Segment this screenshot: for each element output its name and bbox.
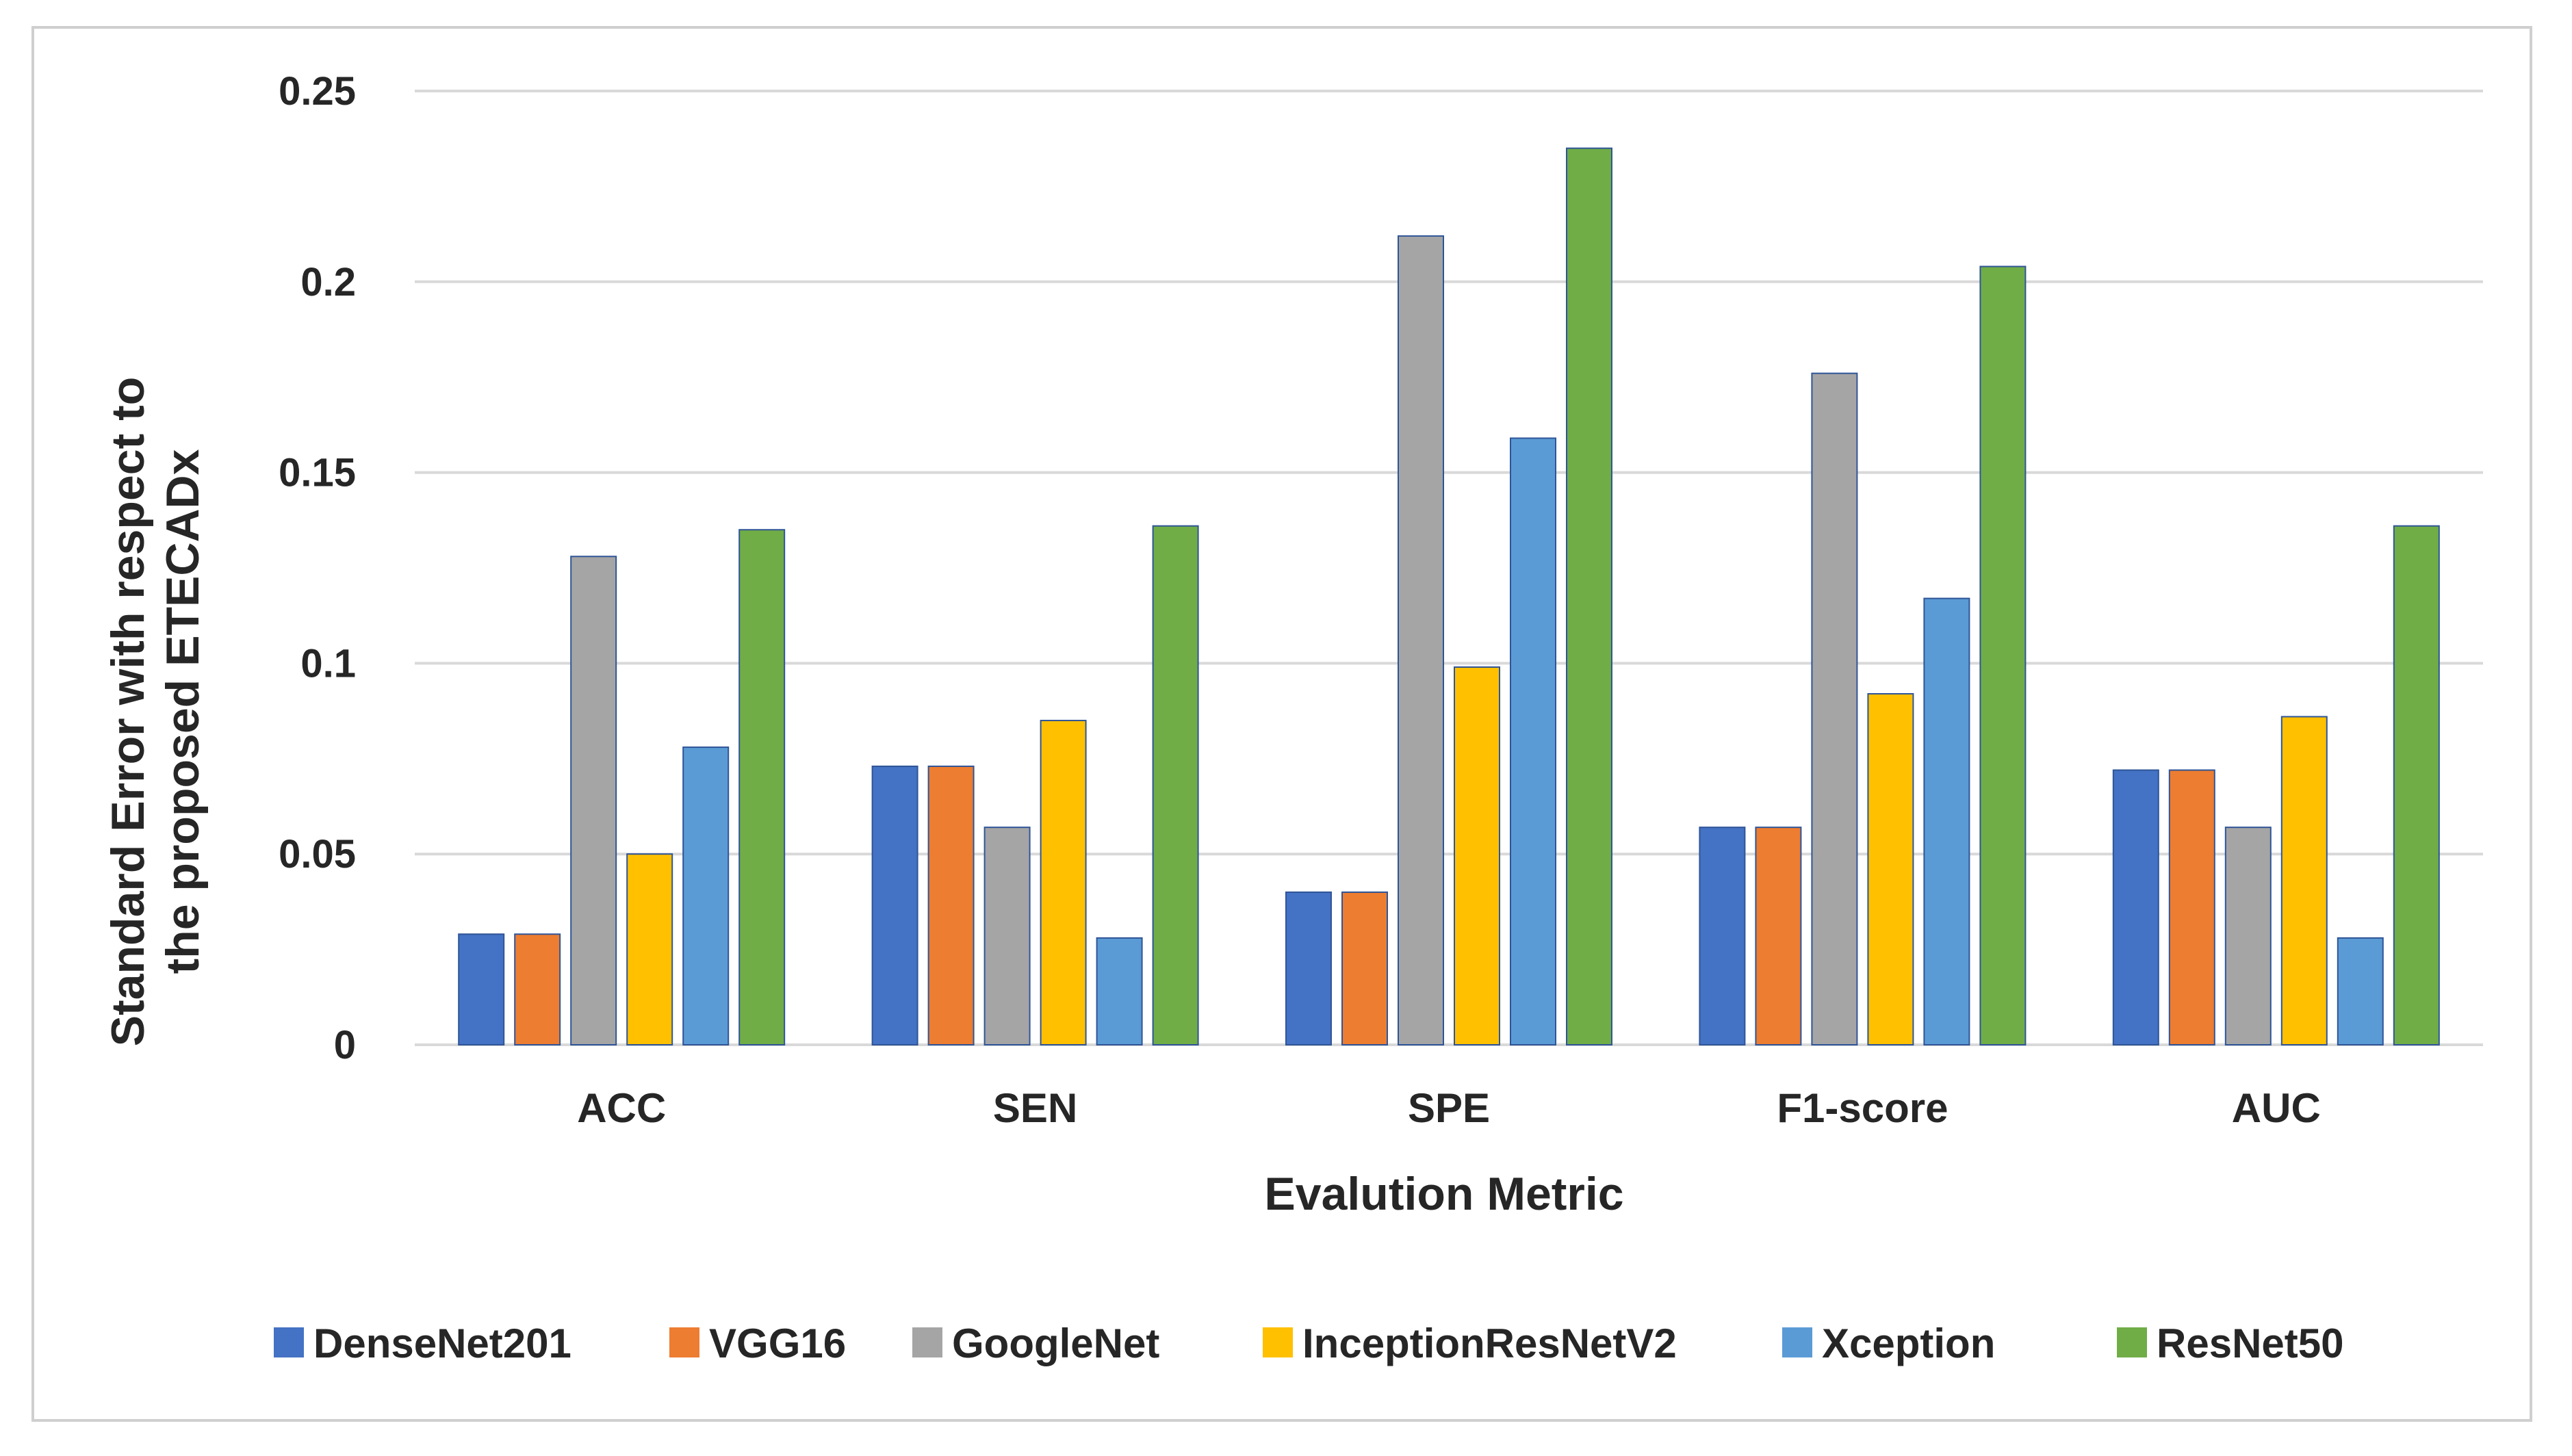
bar-inceptionresnetv2-acc	[626, 853, 673, 1045]
legend-swatch	[1263, 1327, 1293, 1357]
legend-label: DenseNet201	[313, 1321, 571, 1366]
x-category-label: F1-score	[1777, 1085, 1948, 1131]
legend-swatch	[669, 1327, 699, 1357]
bar-densenet201-acc	[458, 933, 505, 1046]
bar-inceptionresnetv2-f1-score	[1867, 693, 1914, 1045]
x-category-label: AUC	[2232, 1085, 2321, 1131]
bar-googlenet-f1-score	[1811, 372, 1858, 1045]
y-tick-label: 0.2	[300, 260, 356, 304]
legend-label: VGG16	[709, 1321, 846, 1366]
bar-resnet50-auc	[2393, 525, 2440, 1045]
bar-vgg16-spe	[1341, 891, 1388, 1045]
bars	[458, 147, 2440, 1046]
bar-resnet50-sen	[1152, 525, 1199, 1045]
x-category-label: SPE	[1408, 1085, 1490, 1131]
y-axis-title-line-1: Standard Error with respect to	[102, 377, 154, 1047]
legend-swatch	[2117, 1327, 2147, 1357]
bar-densenet201-sen	[871, 765, 918, 1046]
x-category-label: SEN	[993, 1085, 1077, 1131]
y-tick-label: 0.25	[279, 69, 356, 114]
bar-densenet201-spe	[1285, 891, 1332, 1045]
bar-googlenet-spe	[1398, 235, 1444, 1046]
y-tick-label: 0	[334, 1023, 356, 1067]
legend-label: InceptionResNetV2	[1302, 1321, 1677, 1366]
bar-vgg16-f1-score	[1755, 827, 1802, 1045]
bar-xception-f1-score	[1923, 597, 1970, 1045]
bar-resnet50-acc	[738, 529, 786, 1045]
bar-inceptionresnetv2-auc	[2280, 716, 2328, 1045]
bar-xception-acc	[682, 746, 730, 1046]
y-tick-label: 0.15	[279, 451, 356, 495]
bar-densenet201-f1-score	[1699, 827, 1746, 1045]
x-category-label: ACC	[577, 1085, 666, 1131]
legend: DenseNet201 VGG16 GoogleNet InceptionResNet…	[274, 1321, 2344, 1366]
bar-densenet201-auc	[2112, 769, 2159, 1045]
bar-xception-auc	[2337, 937, 2384, 1045]
bar-googlenet-acc	[570, 556, 617, 1045]
x-axis-categories: ACC SEN SPE F1-score AUC	[577, 1085, 2321, 1131]
chart-frame	[31, 26, 2532, 1422]
bar-resnet50-spe	[1566, 147, 1612, 1045]
y-tick-label: 0.05	[279, 832, 356, 876]
legend-swatch	[1782, 1327, 1812, 1357]
bar-vgg16-auc	[2168, 769, 2215, 1045]
bar-resnet50-f1-score	[1979, 265, 2027, 1046]
bar-googlenet-auc	[2224, 827, 2272, 1045]
y-axis-title: Standard Error with respect to the propo…	[102, 377, 209, 1047]
bar-inceptionresnetv2-sen	[1040, 720, 1087, 1046]
legend-swatch	[912, 1327, 942, 1357]
bar-googlenet-sen	[983, 827, 1031, 1045]
legend-label: GoogleNet	[952, 1321, 1159, 1366]
legend-swatch	[274, 1327, 304, 1357]
bar-vgg16-sen	[927, 765, 975, 1046]
y-axis-ticks: 0 0.05 0.1 0.15 0.2 0.25	[279, 69, 356, 1067]
bar-xception-sen	[1096, 937, 1143, 1045]
bar-xception-spe	[1510, 437, 1556, 1045]
bar-vgg16-acc	[514, 933, 561, 1046]
y-axis-title-line-2: the proposed ETECADx	[157, 449, 209, 974]
bar-inceptionresnetv2-spe	[1454, 666, 1500, 1045]
legend-label: ResNet50	[2157, 1321, 2344, 1366]
y-tick-label: 0.1	[300, 641, 356, 686]
x-axis-title: Evalution Metric	[1264, 1168, 1623, 1220]
legend-label: Xception	[1822, 1321, 1995, 1366]
